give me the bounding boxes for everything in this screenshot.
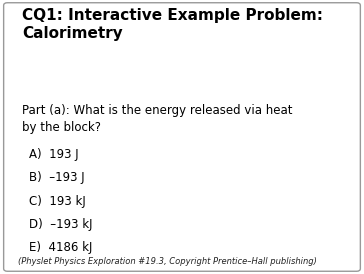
Text: CQ1: Interactive Example Problem:
Calorimetry: CQ1: Interactive Example Problem: Calori… [22, 8, 323, 41]
Text: D)  –193 kJ: D) –193 kJ [29, 218, 92, 231]
Text: Part (a): What is the energy released via heat
by the block?: Part (a): What is the energy released vi… [22, 104, 292, 134]
Text: E)  4186 kJ: E) 4186 kJ [29, 241, 92, 254]
FancyBboxPatch shape [4, 3, 360, 271]
Text: B)  –193 J: B) –193 J [29, 171, 85, 184]
Text: (Physlet Physics Exploration #19.3, Copyright Prentice–Hall publishing): (Physlet Physics Exploration #19.3, Copy… [18, 257, 317, 266]
Text: C)  193 kJ: C) 193 kJ [29, 195, 86, 207]
Text: A)  193 J: A) 193 J [29, 148, 79, 161]
